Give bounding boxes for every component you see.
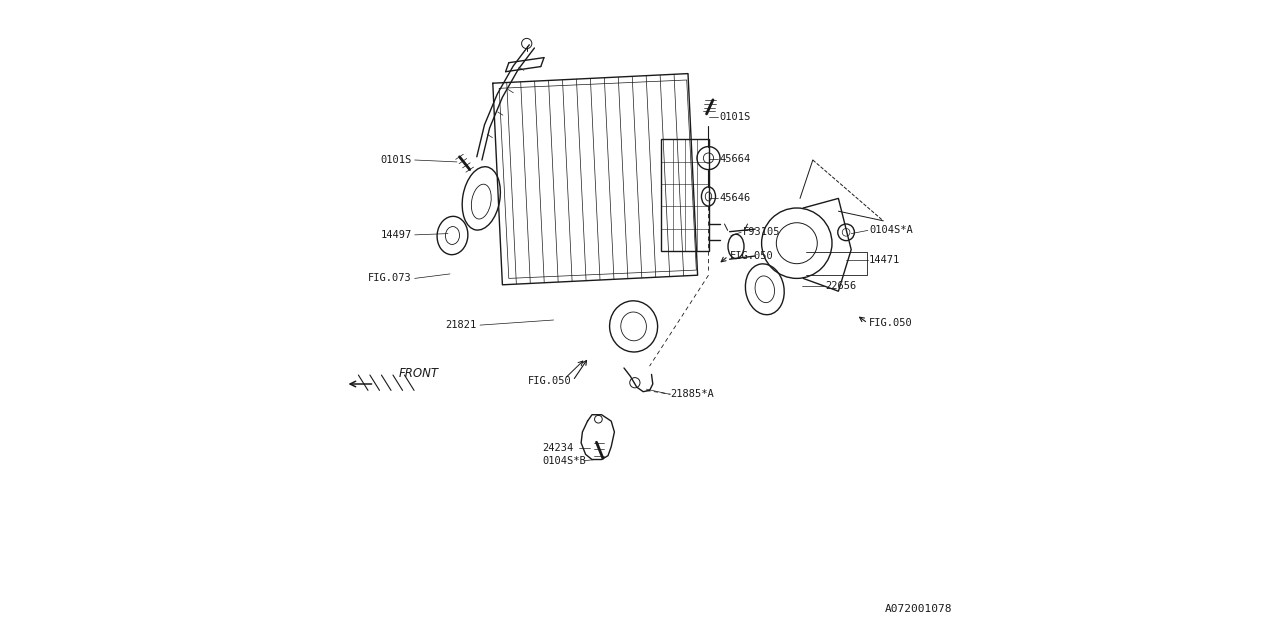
Text: 14471: 14471 [869, 255, 900, 266]
Text: 0101S: 0101S [380, 155, 412, 165]
Bar [660, 139, 709, 251]
Text: FIG.050: FIG.050 [869, 318, 913, 328]
Text: A072001078: A072001078 [884, 604, 952, 614]
Text: FIG.050: FIG.050 [730, 251, 773, 261]
Text: 21885*A: 21885*A [671, 389, 714, 399]
Text: 0101S: 0101S [719, 112, 750, 122]
Text: 45664: 45664 [719, 154, 750, 164]
Text: 0104S*B: 0104S*B [543, 456, 586, 466]
Text: 14497: 14497 [380, 230, 412, 240]
Text: FIG.073: FIG.073 [367, 273, 412, 284]
Text: 0104S*A: 0104S*A [869, 225, 913, 236]
Text: 22656: 22656 [826, 281, 856, 291]
Text: FIG.050: FIG.050 [529, 376, 572, 386]
Text: F93105: F93105 [742, 227, 780, 237]
Text: 21821: 21821 [445, 320, 477, 330]
Text: 24234: 24234 [543, 443, 573, 453]
Text: FRONT: FRONT [399, 367, 439, 380]
Text: 45646: 45646 [719, 193, 750, 204]
